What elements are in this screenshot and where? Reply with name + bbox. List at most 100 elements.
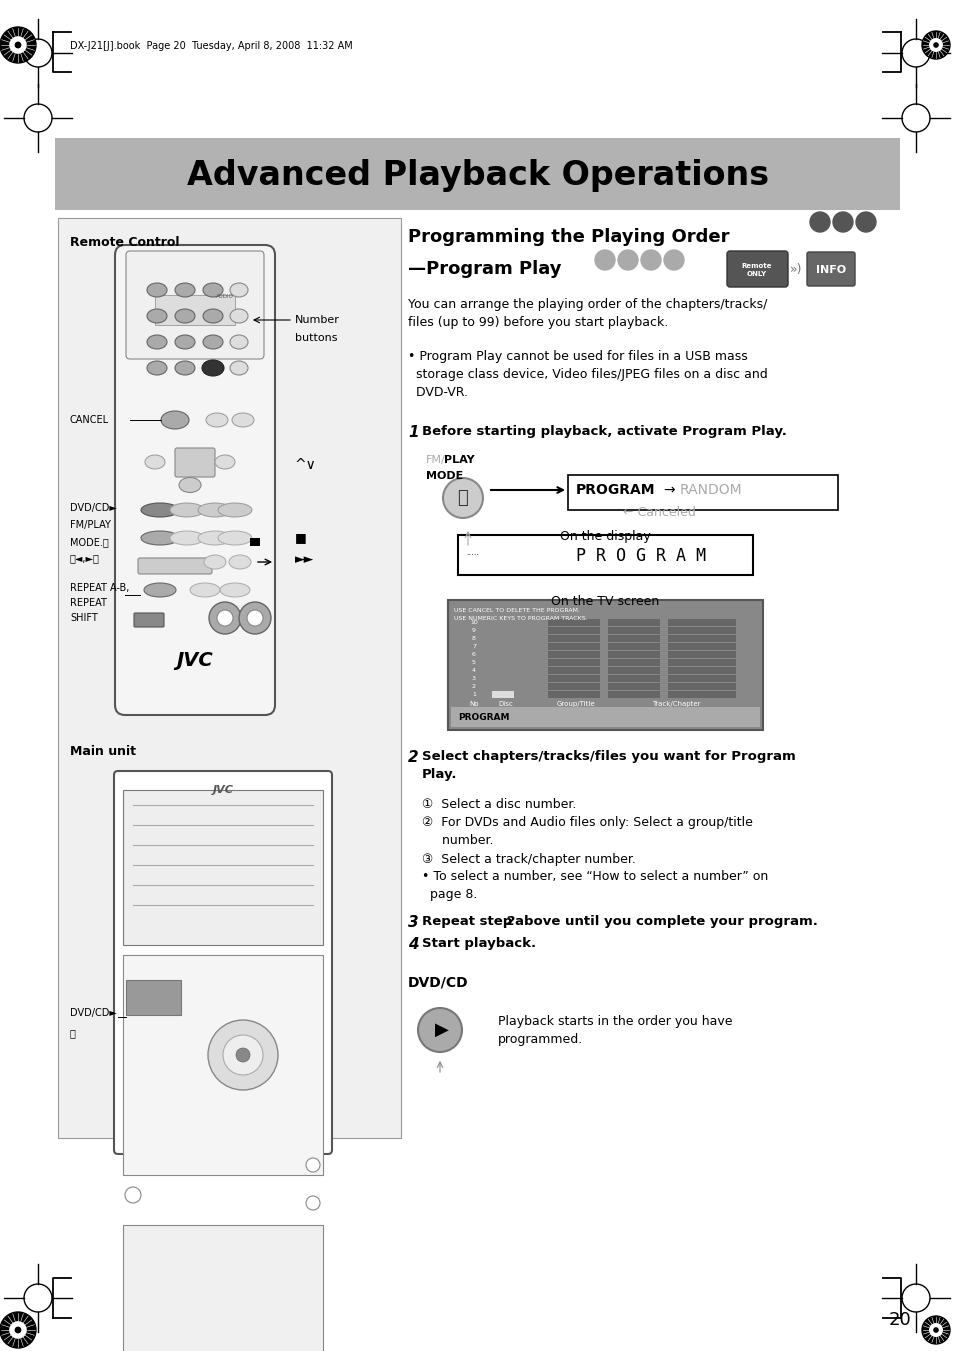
- Circle shape: [921, 31, 949, 59]
- Bar: [547, 651, 599, 658]
- Ellipse shape: [174, 361, 194, 376]
- Text: ⏸: ⏸: [457, 489, 468, 507]
- Text: DVD/CD►: DVD/CD►: [70, 503, 117, 513]
- Circle shape: [235, 1048, 250, 1062]
- Ellipse shape: [170, 531, 204, 544]
- Text: JVC: JVC: [213, 785, 233, 794]
- Circle shape: [247, 611, 263, 626]
- Circle shape: [306, 1310, 319, 1324]
- Ellipse shape: [218, 531, 252, 544]
- Text: On the TV screen: On the TV screen: [550, 594, 659, 608]
- Text: Group/Title: Group/Title: [557, 701, 595, 707]
- Ellipse shape: [204, 555, 226, 569]
- Circle shape: [306, 1158, 319, 1173]
- Text: ③  Select a track/chapter number.: ③ Select a track/chapter number.: [421, 852, 636, 866]
- Ellipse shape: [161, 411, 189, 430]
- Bar: [667, 676, 735, 682]
- Text: MODE.⏸: MODE.⏸: [70, 536, 109, 547]
- Ellipse shape: [141, 503, 179, 517]
- Ellipse shape: [147, 282, 167, 297]
- Text: —Program Play: —Program Play: [408, 259, 561, 278]
- Circle shape: [929, 1324, 942, 1336]
- Text: ← Canceled: ← Canceled: [622, 505, 695, 519]
- Text: ►►: ►►: [294, 554, 314, 566]
- Text: USE NUMERIC KEYS TO PROGRAM TRACKS.: USE NUMERIC KEYS TO PROGRAM TRACKS.: [454, 616, 587, 620]
- Text: 3: 3: [408, 915, 418, 929]
- Ellipse shape: [230, 309, 248, 323]
- Text: »): »): [789, 262, 801, 276]
- Bar: [607, 684, 659, 690]
- Circle shape: [442, 478, 482, 517]
- Bar: [607, 627, 659, 634]
- Bar: [123, 955, 323, 1175]
- Text: 4: 4: [472, 667, 476, 673]
- Bar: [58, 218, 400, 1138]
- Circle shape: [0, 1312, 36, 1348]
- Ellipse shape: [198, 503, 232, 517]
- Bar: [667, 651, 735, 658]
- Ellipse shape: [214, 455, 234, 469]
- Text: DVD/CD►: DVD/CD►: [70, 1008, 117, 1019]
- Bar: [607, 667, 659, 674]
- Ellipse shape: [174, 309, 194, 323]
- Text: 7: 7: [472, 643, 476, 648]
- Text: INFO: INFO: [815, 265, 845, 276]
- Text: FM/PLAY: FM/PLAY: [70, 520, 111, 530]
- Text: PROGRAM: PROGRAM: [576, 484, 655, 497]
- Text: 1: 1: [408, 426, 418, 440]
- Circle shape: [595, 250, 615, 270]
- Circle shape: [618, 250, 638, 270]
- Ellipse shape: [202, 359, 224, 376]
- Circle shape: [125, 1267, 141, 1283]
- Bar: [547, 667, 599, 674]
- FancyBboxPatch shape: [113, 771, 332, 1154]
- Circle shape: [10, 1321, 26, 1337]
- Bar: [667, 635, 735, 642]
- Ellipse shape: [218, 503, 252, 517]
- Text: Remote
ONLY: Remote ONLY: [741, 263, 771, 277]
- Text: • To select a number, see “How to select a number” on
  page 8.: • To select a number, see “How to select…: [421, 870, 767, 901]
- Text: P R O G R A M: P R O G R A M: [576, 547, 705, 565]
- Circle shape: [125, 1306, 141, 1323]
- Text: PLAY: PLAY: [443, 455, 475, 465]
- Bar: [547, 676, 599, 682]
- Text: above until you complete your program.: above until you complete your program.: [515, 915, 817, 928]
- Text: 2: 2: [505, 915, 515, 928]
- Text: MODE: MODE: [426, 471, 463, 481]
- Circle shape: [417, 1008, 461, 1052]
- Bar: [547, 627, 599, 634]
- Text: USE CANCEL TO DELETE THE PROGRAM.: USE CANCEL TO DELETE THE PROGRAM.: [454, 608, 579, 612]
- Text: Advanced Playback Operations: Advanced Playback Operations: [187, 158, 768, 192]
- Text: ⏮◄,►⏭: ⏮◄,►⏭: [70, 553, 100, 563]
- Ellipse shape: [141, 531, 179, 544]
- Bar: [55, 138, 899, 209]
- Text: ⏸: ⏸: [70, 1028, 76, 1038]
- Text: Programming the Playing Order: Programming the Playing Order: [408, 228, 729, 246]
- Text: Track/Chapter: Track/Chapter: [651, 701, 700, 707]
- Ellipse shape: [229, 555, 251, 569]
- Bar: [547, 659, 599, 666]
- Circle shape: [125, 1188, 141, 1202]
- Text: AUDIO: AUDIO: [215, 295, 233, 300]
- Circle shape: [0, 27, 36, 63]
- Ellipse shape: [170, 503, 204, 517]
- Bar: [547, 690, 599, 698]
- FancyBboxPatch shape: [115, 245, 274, 715]
- Ellipse shape: [206, 413, 228, 427]
- Text: 4: 4: [408, 938, 418, 952]
- Text: Select chapters/tracks/files you want for Program
Play.: Select chapters/tracks/files you want fo…: [421, 750, 795, 781]
- Bar: [250, 538, 260, 546]
- Bar: [607, 690, 659, 698]
- Bar: [448, 600, 762, 730]
- Bar: [547, 635, 599, 642]
- Bar: [123, 1225, 323, 1351]
- Ellipse shape: [190, 584, 220, 597]
- Text: buttons: buttons: [294, 332, 337, 343]
- Ellipse shape: [230, 282, 248, 297]
- Circle shape: [10, 36, 26, 53]
- Bar: [607, 619, 659, 626]
- Text: SHIFT: SHIFT: [70, 613, 97, 623]
- FancyBboxPatch shape: [806, 253, 854, 286]
- Circle shape: [15, 1327, 21, 1332]
- Text: 5: 5: [472, 659, 476, 665]
